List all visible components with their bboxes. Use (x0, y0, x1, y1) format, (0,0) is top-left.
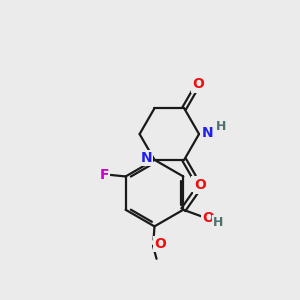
Text: O: O (192, 177, 204, 191)
Text: N: N (202, 126, 213, 140)
Text: O: O (154, 237, 166, 251)
Text: O: O (192, 77, 204, 92)
Text: O: O (194, 178, 206, 192)
Text: H: H (216, 120, 226, 133)
Text: H: H (213, 216, 224, 229)
Text: N: N (140, 151, 152, 165)
Text: O: O (202, 211, 214, 225)
Text: F: F (100, 168, 109, 182)
